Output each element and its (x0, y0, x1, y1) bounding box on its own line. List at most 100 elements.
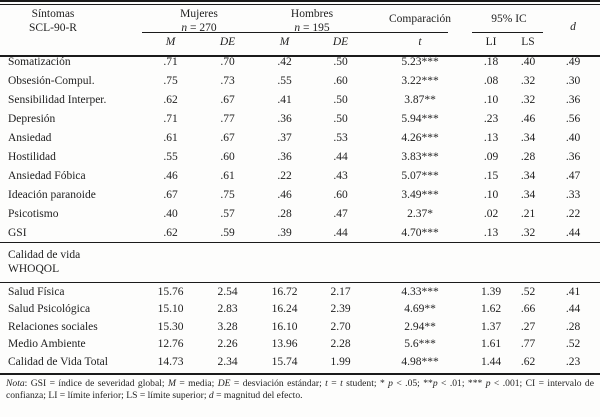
cell-de-mujeres: 2.26 (217, 338, 238, 351)
column-header-d: d (570, 21, 576, 33)
cell-d: .44 (565, 226, 581, 239)
cell-d: .28 (565, 320, 581, 333)
row-obsesion-compul: Obsesión-Compul. .75 .73 .55 .60 3.22***… (0, 71, 600, 90)
cell-de-mujeres: 2.34 (217, 355, 238, 368)
cell-de-mujeres: .60 (220, 150, 235, 163)
cell-li: .10 (483, 188, 499, 201)
table-top-rule (0, 0, 600, 5)
cell-m-hombres: .37 (277, 131, 292, 144)
note-de-symbol: DE (217, 378, 231, 389)
cell-m-mujeres: .71 (163, 55, 178, 68)
note-text: < .01; *** (437, 378, 486, 389)
row-label: GSI (8, 226, 27, 239)
cell-de-hombres: 2.39 (330, 303, 351, 316)
row-psicotismo: Psicotismo .40 .57 .28 .47 2.37* .02 .21… (0, 204, 600, 223)
cell-de-mujeres: 3.28 (217, 320, 238, 333)
cell-m-hombres: .39 (277, 226, 292, 239)
cell-m-hombres: 16.24 (271, 303, 298, 316)
note-p-symbol: p (432, 378, 438, 389)
cell-m-hombres: 15.74 (271, 355, 298, 368)
row-ansiedad: Ansiedad .61 .67 .37 .53 4.26*** .13 .34… (0, 128, 600, 147)
cell-t: 4.98*** (401, 355, 439, 368)
cell-de-mujeres: 2.54 (217, 285, 238, 298)
row-label: Psicotismo (8, 207, 59, 220)
note-text: = magnitud del efecto. (213, 389, 303, 401)
cell-m-hombres: .36 (277, 150, 292, 163)
cell-ls: .34 (520, 169, 536, 182)
cell-de-hombres: .60 (333, 74, 348, 87)
subheader-de-mujeres: DE (219, 36, 236, 48)
column-group-mujeres: Mujeres n = 270 (142, 8, 256, 35)
cell-d: .41 (565, 285, 581, 298)
cell-de-mujeres: .59 (220, 226, 235, 239)
row-label: Depresión (8, 112, 56, 125)
row-hostilidad: Hostilidad .55 .60 .36 .44 3.83*** .09 .… (0, 147, 600, 166)
row-ansiedad-fobica: Ansiedad Fóbica .46 .61 .22 .43 5.07*** … (0, 166, 600, 185)
cell-m-mujeres: .71 (163, 112, 178, 125)
cell-li: .13 (483, 131, 499, 144)
cell-li: .23 (483, 112, 499, 125)
cell-m-mujeres: .61 (163, 131, 178, 144)
cell-d: .56 (565, 112, 581, 125)
hombres-n-symbol: n (294, 21, 301, 34)
cell-de-hombres: 2.70 (330, 320, 351, 333)
cell-d: .47 (565, 169, 581, 182)
note-d-symbol: d (208, 389, 214, 401)
cell-de-hombres: .43 (333, 169, 348, 182)
row-gsi: GSI .62 .59 .39 .44 4.70*** .13 .32 .44 (0, 223, 600, 242)
subheader-li: LI (485, 36, 497, 48)
cell-ls: .32 (520, 93, 536, 106)
cell-li: 1.39 (480, 285, 502, 298)
cell-ls: .34 (520, 131, 536, 144)
cell-m-hombres: 13.96 (271, 338, 298, 351)
cell-de-mujeres: .61 (220, 169, 235, 182)
row-label: Medio Ambiente (8, 338, 86, 351)
cell-ls: .28 (520, 150, 536, 163)
cell-m-hombres: .46 (277, 188, 292, 201)
cell-de-mujeres: .67 (220, 93, 235, 106)
cell-de-hombres: .47 (333, 207, 348, 220)
header-bottom-rule (0, 55, 600, 57)
row-salud-psicologica: Salud Psicológica 15.10 2.83 16.24 2.39 … (0, 301, 600, 319)
row-label: Salud Física (8, 285, 65, 298)
note-text: student; * (342, 378, 389, 389)
cell-m-hombres: .22 (277, 169, 292, 182)
subheader-ls: LS (521, 36, 535, 48)
cell-d: .36 (565, 93, 581, 106)
cell-d: .23 (565, 355, 581, 368)
cell-m-hombres: .36 (277, 112, 292, 125)
note-text: : GSI = índice de severidad global; (24, 378, 168, 389)
cell-li: 1.61 (480, 338, 502, 351)
mujeres-n-value: = 270 (187, 21, 217, 34)
cell-li: 1.62 (480, 303, 502, 316)
table-note: Nota: GSI = índice de severidad global; … (6, 378, 594, 401)
cell-li: .13 (483, 226, 499, 239)
cell-li: .08 (483, 74, 499, 87)
column-group-hombres: Hombres n = 195 (256, 8, 368, 35)
cell-ls: .40 (520, 55, 536, 68)
row-calidad-vida-total: Calidad de Vida Total 14.73 2.34 15.74 1… (0, 353, 600, 371)
cell-m-mujeres: .55 (163, 150, 178, 163)
cell-d: .44 (565, 303, 581, 316)
cell-t: 3.87** (404, 93, 436, 106)
row-salud-fisica: Salud Física 15.76 2.54 16.72 2.17 4.33*… (0, 283, 600, 301)
cell-de-mujeres: .75 (220, 188, 235, 201)
cell-t: 3.83*** (401, 150, 439, 163)
note-text: < .001; CI = intervalo de confianza; LI … (6, 378, 594, 401)
table-header: Síntomas SCL-90-R Mujeres n = 270 Hombre… (0, 5, 600, 57)
row-label: Hostilidad (8, 150, 56, 163)
cell-d: .30 (565, 74, 581, 87)
row-label: Relaciones sociales (8, 320, 98, 333)
header-sintomas-line2: SCL-90-R (29, 21, 77, 34)
section-rule-bottom (0, 282, 600, 283)
cell-de-hombres: .50 (333, 93, 348, 106)
table-bottom-rule (0, 373, 600, 375)
scl90-rows: Somatización .71 .70 .42 .50 5.23*** .18… (0, 52, 600, 242)
cell-m-hombres: 16.72 (271, 285, 298, 298)
cell-m-mujeres: .46 (163, 169, 178, 182)
cell-ls: .66 (520, 303, 536, 316)
cell-de-hombres: 2.28 (330, 338, 351, 351)
cell-m-hombres: .42 (277, 55, 292, 68)
cell-li: .18 (483, 55, 499, 68)
